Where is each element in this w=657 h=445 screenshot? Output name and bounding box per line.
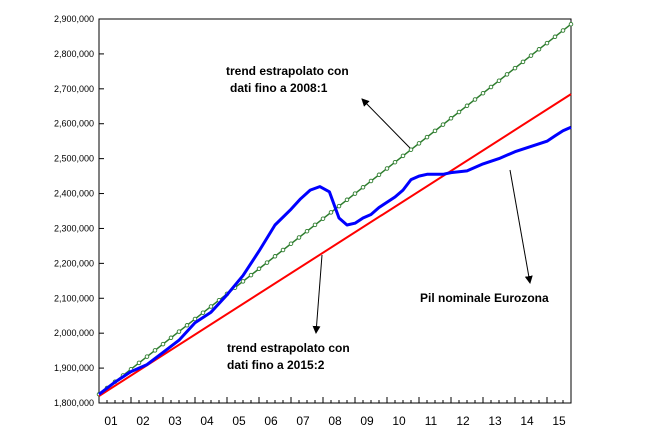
annotation-pil-arrow: [509, 169, 533, 284]
trend-2008-marker: [312, 222, 318, 228]
trend-2008-marker: [392, 159, 398, 165]
trend-2008-marker: [248, 272, 254, 278]
trend-2008-marker: [528, 53, 534, 58]
annotation-pil-label: Pil nominale Eurozona: [420, 291, 549, 305]
trend-2008-marker: [552, 34, 558, 40]
trend-2008-marker: [352, 191, 358, 196]
trend-2008-marker: [264, 260, 270, 265]
trend-2008-marker: [272, 254, 278, 259]
y-tick-label: 1,900,000: [54, 363, 94, 373]
annotation-pil: Pil nominale Eurozona: [420, 169, 549, 305]
annotation-trend-2015-line-2: dati fino a 2015:2: [227, 358, 325, 372]
y-axis: 1,800,000 1,900,000 2,000,000 2,100,000 2,20…: [54, 14, 104, 408]
y-tick-label: 2,500,000: [54, 154, 94, 164]
x-tick-label: 12: [456, 414, 470, 428]
series-pil-line: [98, 125, 572, 396]
trend-2008-marker: [336, 203, 342, 209]
trend-2008-marker: [568, 21, 574, 27]
trend-2008-marker: [408, 147, 414, 152]
y-tick-label: 2,600,000: [54, 119, 94, 129]
trend-2008-marker: [384, 166, 390, 171]
trend-2008-marker: [536, 47, 542, 52]
y-tick-label: 2,700,000: [54, 84, 94, 94]
x-tick-label: 02: [136, 414, 150, 428]
series-layer: [96, 21, 574, 397]
trend-2008-marker: [368, 178, 374, 184]
trend-2008-marker: [464, 103, 470, 109]
trend-2008-marker: [152, 348, 158, 353]
trend-2008-marker: [144, 354, 150, 359]
trend-2008-marker: [520, 59, 526, 65]
trend-2008-marker: [440, 122, 446, 127]
x-tick-label: 11: [425, 414, 438, 428]
annotation-trend-2008: trend estrapolato con dati fino a 2008:1: [226, 64, 411, 149]
trend-2008-marker: [400, 153, 406, 159]
annotation-trend-2008-line-2: dati fino a 2008:1: [230, 81, 328, 95]
trend-2008-marker: [328, 210, 334, 215]
y-tick-label: 2,400,000: [54, 189, 94, 199]
trend-2008-marker: [496, 78, 502, 83]
annotation-trend-2015-arrow: [312, 254, 323, 334]
trend-2008-marker: [376, 172, 382, 178]
x-axis: 01 02 03 04 05 06 07 08 09 10 11 12 13 14 15: [98, 397, 572, 428]
x-tick-label: 13: [488, 414, 502, 428]
trend-2008-marker: [280, 247, 286, 253]
trend-2008-marker: [360, 185, 366, 190]
trend-2008-marker: [424, 134, 430, 140]
y-tick-label: 2,100,000: [54, 293, 94, 303]
y-tick-label: 2,200,000: [54, 258, 94, 268]
x-tick-label: 03: [168, 414, 182, 428]
trend-2008-marker: [456, 109, 462, 115]
x-tick-label: 01: [104, 414, 118, 428]
trend-2008-marker: [240, 279, 246, 284]
annotation-trend-2015: trend estrapolato con dati fino a 2015:2: [227, 254, 350, 372]
y-tick-label: 2,800,000: [54, 49, 94, 59]
trend-2008-marker: [200, 310, 206, 315]
trend-2008-marker: [208, 304, 214, 309]
annotation-trend-2015-line-1: trend estrapolato con: [227, 341, 350, 355]
trend-2008-marker: [296, 235, 302, 240]
trend-2008-marker: [168, 335, 174, 341]
trend-2008-marker: [472, 97, 478, 102]
trend-2008-marker: [256, 266, 262, 272]
x-tick-label: 09: [360, 414, 374, 428]
trend-2008-marker: [480, 90, 486, 96]
trend-2008-marker: [320, 216, 326, 221]
trend-2008-marker: [136, 360, 142, 366]
x-tick-label: 06: [264, 414, 278, 428]
y-tick-label: 2,300,000: [54, 223, 94, 233]
trend-2008-marker: [192, 316, 198, 322]
x-tick-label: 15: [552, 414, 566, 428]
trend-2008-marker: [544, 40, 550, 46]
trend-2008-marker: [416, 141, 422, 146]
trend-2008-marker: [560, 28, 566, 33]
annotation-trend-2008-line-1: trend estrapolato con: [226, 64, 349, 78]
y-tick-label: 2,900,000: [54, 14, 94, 24]
trend-2008-marker: [184, 323, 190, 328]
x-tick-label: 07: [296, 414, 310, 428]
x-tick-label: 14: [520, 414, 534, 428]
x-tick-label: 04: [200, 414, 214, 428]
trend-2008-marker: [344, 197, 350, 203]
trend-2008-marker: [160, 341, 166, 347]
trend-2008-marker: [504, 72, 510, 77]
trend-2008-marker: [304, 228, 310, 234]
trend-2008-marker: [176, 329, 182, 334]
y-tick-label: 2,000,000: [54, 328, 94, 338]
x-tick-label: 08: [328, 414, 342, 428]
annotation-trend-2008-arrow: [361, 98, 411, 149]
x-tick-label: 10: [392, 414, 406, 428]
trend-2008-marker: [512, 65, 518, 71]
series-trend-2015-line: [98, 93, 572, 397]
trend-2008-marker: [288, 241, 294, 246]
x-tick-label: 05: [232, 414, 246, 428]
trend-2008-marker: [448, 116, 454, 121]
trend-2008-marker: [488, 84, 494, 90]
y-tick-label: 1,800,000: [54, 398, 94, 408]
trend-2008-marker: [432, 128, 438, 134]
